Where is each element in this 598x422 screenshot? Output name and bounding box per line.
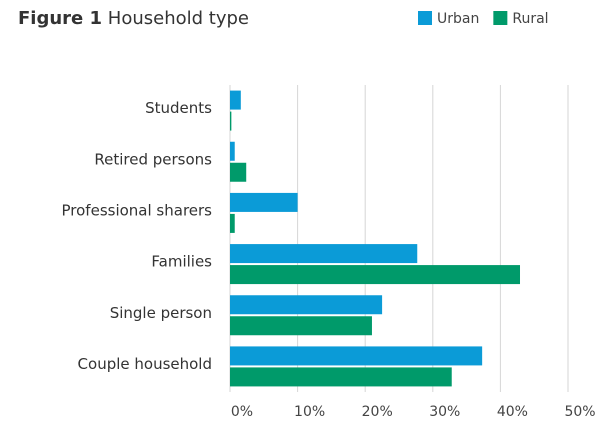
x-tick-label: 30%: [429, 404, 460, 420]
y-tick-label: Families: [151, 253, 212, 271]
legend-label: Urban: [437, 11, 479, 27]
y-tick-label: Retired persons: [94, 150, 212, 168]
legend-label: Rural: [512, 11, 548, 27]
bar: [230, 265, 521, 285]
bar: [230, 90, 241, 110]
bar: [230, 316, 372, 336]
bar: [230, 162, 247, 182]
chart-title: Figure 1 Household type: [18, 8, 249, 29]
x-tick-label: 10%: [294, 404, 325, 420]
bar: [230, 192, 298, 212]
bar: [230, 295, 383, 315]
y-tick-label: Single person: [110, 304, 212, 322]
legend-swatch: [493, 11, 508, 25]
x-tick-label: 0%: [231, 404, 253, 420]
y-tick-label: Couple household: [78, 355, 212, 373]
y-tick-label: Professional sharers: [62, 201, 213, 219]
title-label: Figure 1: [18, 8, 102, 29]
y-tick-label: Students: [145, 99, 212, 117]
bar: [230, 346, 483, 366]
x-tick-label: 50%: [564, 404, 595, 420]
legend-swatch: [418, 11, 432, 25]
bar: [230, 141, 235, 161]
title-text: Household type: [108, 8, 249, 29]
bar: [230, 111, 232, 131]
bar: [230, 367, 452, 387]
bar: [230, 213, 235, 233]
x-tick-label: 40%: [497, 404, 528, 420]
bar: [230, 244, 418, 264]
x-tick-label: 20%: [362, 404, 393, 420]
